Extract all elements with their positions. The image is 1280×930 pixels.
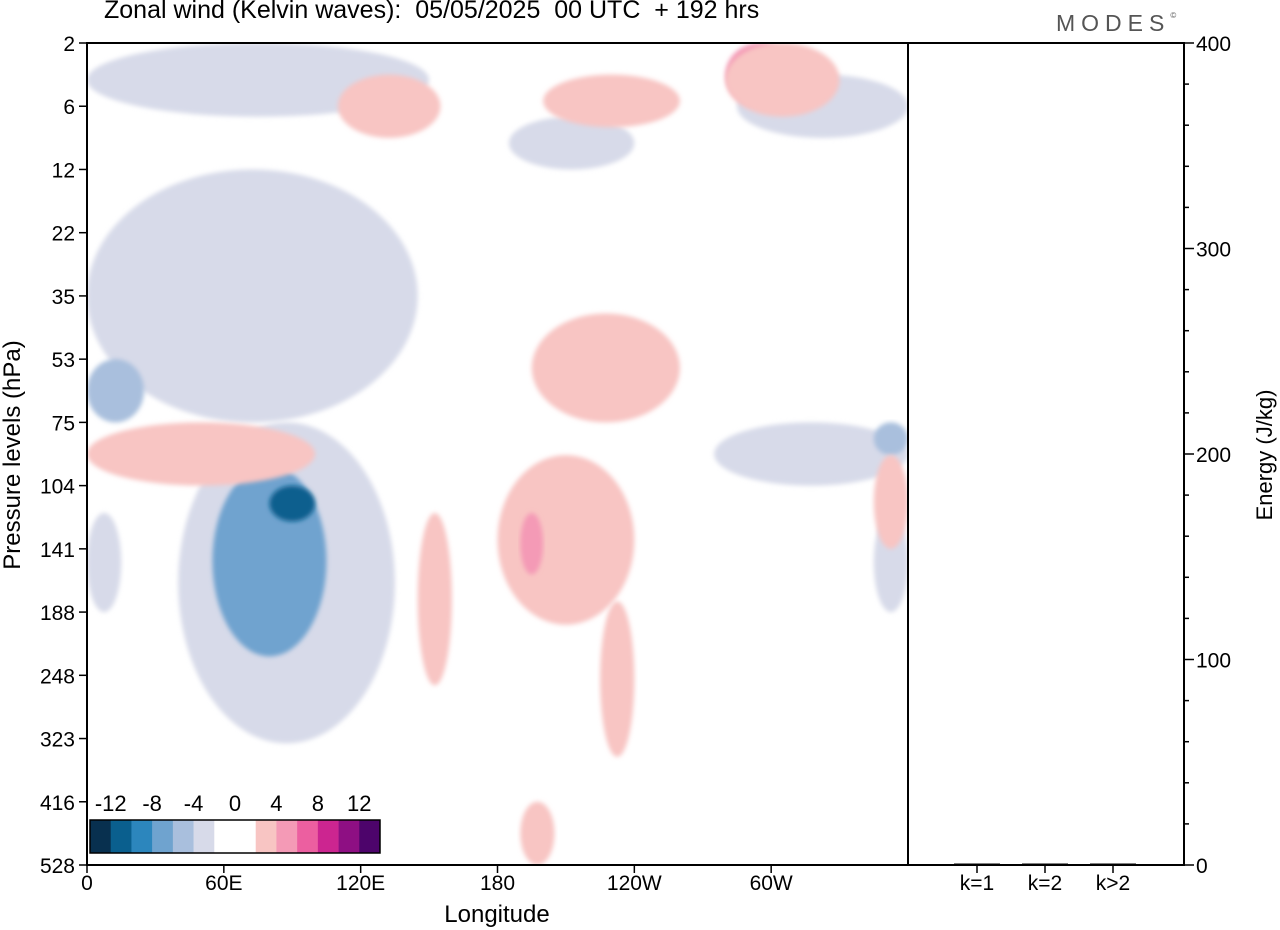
energy-tick-label-3: 300: [1196, 239, 1231, 262]
y-tick-label-5: 53: [52, 349, 75, 372]
colorbar-label-4: 4: [270, 791, 282, 816]
colorbar-swatch-1: [110, 820, 132, 853]
colorbar-label-0: -12: [95, 791, 127, 816]
colorbar-label-6: 12: [347, 791, 371, 816]
longitude-axis: 0 60E 120E 180 120W 60W: [81, 865, 793, 895]
colorbar-label-1: -8: [142, 791, 162, 816]
wind-anomaly-negative-2: [269, 485, 316, 522]
energy-bar-0: [954, 863, 1000, 865]
y-tick-label-1: 6: [63, 96, 75, 119]
colorbar-label-2: -4: [184, 791, 204, 816]
wind-anomaly-positive-22: [337, 74, 441, 138]
energy-bar-1: [1022, 863, 1068, 865]
chart-title: Zonal wind (Kelvin waves): 05/05/2025 00…: [104, 0, 760, 24]
energy-frame: [907, 42, 1185, 866]
x-tick-label-5: 60W: [750, 872, 793, 895]
wind-anomaly-positive-18: [873, 455, 908, 549]
y-tick-label-0: 2: [63, 33, 75, 56]
wind-anomaly-negative-3: [87, 169, 418, 423]
colorbar-swatch-8: [255, 820, 277, 853]
y-tick-label-3: 22: [52, 223, 75, 246]
x-tick-label-2: 120E: [336, 872, 385, 895]
x-tick-label-0: 0: [81, 872, 93, 895]
wind-anomaly-positive-21: [725, 43, 840, 117]
colorbar-swatch-3: [152, 820, 174, 853]
logo-text: MODES: [1056, 10, 1171, 36]
energy-tick-label-1: 100: [1196, 650, 1231, 673]
colorbar-frame: [89, 819, 381, 854]
y-tick-label-12: 416: [40, 792, 75, 815]
y-tick-label-7: 104: [40, 476, 75, 499]
colorbar-swatch-9: [276, 820, 298, 853]
colorbar-swatch-6: [214, 820, 236, 853]
heatmap-layer: [87, 43, 908, 865]
wind-anomaly-negative-11: [508, 116, 635, 170]
colorbar-swatch-12: [338, 820, 360, 853]
energy-bars: k=1 k=2 k>2: [954, 863, 1136, 895]
colorbar-swatch-0: [90, 820, 112, 853]
y-tick-label-2: 12: [52, 159, 75, 182]
x-tick-label-1: 60E: [205, 872, 242, 895]
colorbar-swatch-10: [297, 820, 319, 853]
energy-category-label-0: k=1: [960, 872, 994, 895]
energy-category-label-1: k=2: [1028, 872, 1062, 895]
y-tick-label-9: 188: [40, 602, 75, 625]
wind-anomaly-positive-16: [600, 601, 635, 757]
wind-anomaly-negative-7: [873, 422, 908, 456]
colorbar-label-5: 8: [312, 791, 324, 816]
energy-tick-label-4: 400: [1196, 33, 1231, 56]
y-tick-label-6: 75: [52, 412, 75, 435]
logo-mark: ©: [1170, 11, 1177, 21]
colorbar-swatch-2: [131, 820, 153, 853]
colorbar-label-3: 0: [229, 791, 241, 816]
wind-anomaly-negative-5: [87, 512, 122, 613]
modes-logo: MODES©: [1056, 10, 1176, 37]
colorbar-swatch-4: [172, 820, 194, 853]
colorbar-swatch-11: [317, 820, 339, 853]
wind-anomaly-positive-12: [87, 422, 316, 486]
wind-anomaly-negative-4: [87, 359, 145, 423]
y-tick-label-4: 35: [52, 286, 75, 309]
wind-anomaly-positive-23: [531, 313, 680, 423]
y-tick-label-11: 323: [40, 729, 75, 752]
wind-anomaly-positive-13: [497, 455, 635, 625]
x-tick-label-4: 120W: [607, 872, 662, 895]
y-tick-label-8: 141: [40, 539, 75, 562]
energy-axis-label: Energy (J/kg): [1252, 390, 1277, 521]
y-axis-label: Pressure levels (hPa): [0, 340, 26, 569]
wind-anomaly-positive-19: [543, 74, 680, 128]
energy-tick-label-0: 0: [1196, 855, 1208, 878]
pressure-axis: 2 6 12 22 35 53 75 104 141 188 248 323 416 528: [40, 33, 87, 878]
wind-anomaly-negative-6: [714, 422, 908, 486]
colorbar-swatch-5: [193, 820, 215, 853]
y-tick-label-13: 528: [40, 855, 75, 878]
colorbar-swatch-13: [359, 820, 381, 853]
colorbar: -12 -8 -4 0 4 8 12: [89, 791, 381, 854]
x-tick-label-3: 180: [480, 872, 515, 895]
colorbar-swatch-7: [235, 820, 257, 853]
wind-anomaly-positive-15: [417, 512, 452, 686]
x-axis-label: Longitude: [444, 901, 549, 928]
wind-anomaly-positive-17: [520, 801, 555, 865]
energy-bar-2: [1090, 863, 1136, 865]
energy-category-label-2: k>2: [1096, 872, 1130, 895]
energy-axis: 0 100 200 300 400: [1184, 33, 1231, 878]
wind-anomaly-positive-14: [520, 512, 544, 575]
energy-tick-label-2: 200: [1196, 444, 1231, 467]
y-tick-label-10: 248: [40, 665, 75, 688]
